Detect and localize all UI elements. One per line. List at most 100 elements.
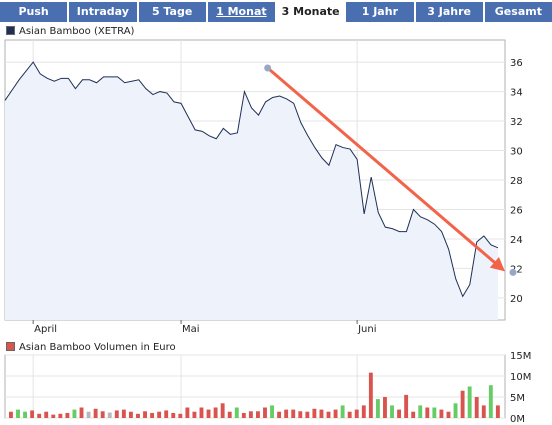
volume-bar <box>340 405 345 418</box>
volume-bar <box>354 409 359 418</box>
trend-end-point <box>509 268 517 276</box>
volume-bar <box>383 397 387 418</box>
price-y-tick-label: 24 <box>510 235 523 246</box>
trend-start-point <box>264 64 272 72</box>
volume-bar <box>270 405 274 418</box>
volume-bar <box>192 411 197 418</box>
volume-legend-label: Asian Bamboo Volumen in Euro <box>19 342 176 353</box>
price-y-tick-label: 26 <box>510 205 523 216</box>
volume-bar <box>361 405 366 418</box>
price-series-line <box>4 61 499 298</box>
volume-bar <box>305 411 310 418</box>
volume-bar <box>171 412 176 418</box>
volume-bar <box>58 413 63 418</box>
volume-bar <box>298 411 303 418</box>
volume-plot-area <box>4 354 506 419</box>
price-y-tick-label: 32 <box>510 117 523 128</box>
volume-legend: Asian Bamboo Volumen in Euro <box>6 341 176 355</box>
volume-bar <box>467 386 472 418</box>
volume-bar <box>411 411 416 418</box>
volume-bar <box>128 411 133 418</box>
price-y-tick-label: 20 <box>510 294 523 305</box>
tab-1-jahr[interactable]: 1 Jahr <box>346 2 414 22</box>
volume-bar <box>220 403 225 418</box>
price-y-tick-label: 30 <box>510 147 523 158</box>
volume-bar <box>234 407 239 418</box>
volume-bar <box>79 407 84 418</box>
tab-3-monate[interactable]: 3 Monate <box>277 2 345 22</box>
volume-bar <box>291 409 296 418</box>
volume-bar <box>199 407 204 418</box>
volume-bar <box>263 407 267 418</box>
volume-bar <box>136 413 140 418</box>
volume-bar <box>312 408 317 418</box>
volume-bar <box>185 407 190 418</box>
volume-bar <box>368 372 373 418</box>
price-y-tick-label: 34 <box>510 88 523 99</box>
volume-bar <box>206 409 211 418</box>
tab-push[interactable]: Push <box>0 2 68 22</box>
volume-bar <box>157 411 162 418</box>
volume-bar <box>277 411 282 418</box>
volume-bar <box>241 412 246 418</box>
price-x-tick-label: Juni <box>357 324 376 335</box>
volume-bar <box>178 413 183 418</box>
volume-bar <box>164 410 169 418</box>
tab-1-monat[interactable]: 1 Monat <box>207 2 275 22</box>
volume-bar <box>30 410 35 418</box>
volume-bar <box>121 409 126 418</box>
volume-bar <box>333 409 338 418</box>
tab-3-jahre[interactable]: 3 Jahre <box>415 2 483 22</box>
volume-bar <box>474 397 479 418</box>
price-legend: Asian Bamboo (XETRA) <box>6 25 134 39</box>
volume-y-tick-label: 5M <box>510 393 525 404</box>
volume-bar <box>213 407 218 418</box>
price-area-fill <box>5 62 498 321</box>
volume-bar <box>107 412 112 418</box>
volume-bar <box>100 411 105 418</box>
price-legend-swatch <box>6 25 15 35</box>
volume-bar <box>446 411 451 418</box>
volume-bar <box>150 412 155 418</box>
volume-bar <box>375 399 380 418</box>
volume-bar <box>460 390 465 418</box>
price-plot-area <box>4 39 506 321</box>
volume-bar <box>397 409 402 418</box>
volume-bar <box>488 385 493 418</box>
volume-bar <box>432 407 437 418</box>
price-x-tick-label: April <box>34 324 57 335</box>
volume-bar <box>143 411 147 418</box>
volume-bar <box>347 411 352 418</box>
volume-y-tick-label: 10M <box>510 372 531 383</box>
volume-bar <box>65 412 70 418</box>
price-y-tick-label: 28 <box>510 176 523 187</box>
volume-y-tick-label: 15M <box>510 351 531 362</box>
price-legend-label: Asian Bamboo (XETRA) <box>19 26 135 37</box>
volume-y-tick-label: 0M <box>510 414 525 425</box>
volume-legend-swatch <box>6 341 15 351</box>
volume-bar <box>439 409 444 418</box>
price-x-tick-label: Mai <box>182 324 200 335</box>
volume-bar <box>284 409 289 418</box>
volume-bar <box>256 411 260 418</box>
timeframe-tabs: Push Intraday 5 Tage 1 Monat 3 Monate 1 Jahr 3… <box>0 0 552 24</box>
volume-bar <box>9 411 13 418</box>
volume-bar <box>326 411 331 418</box>
price-y-tick-label: 22 <box>510 264 523 275</box>
volume-bar <box>93 408 98 418</box>
volume-bar <box>86 411 91 418</box>
volume-bar <box>114 410 119 418</box>
tab-5-tage[interactable]: 5 Tage <box>138 2 206 22</box>
volume-bar <box>72 409 77 418</box>
volume-bar <box>425 407 430 418</box>
tab-intraday[interactable]: Intraday <box>69 2 137 22</box>
volume-bar <box>495 405 500 418</box>
volume-bar <box>319 409 324 418</box>
price-y-tick-label: 36 <box>510 58 523 69</box>
volume-bar <box>248 411 253 418</box>
tab-gesamt[interactable]: Gesamt <box>484 2 552 22</box>
volume-bar <box>481 405 486 418</box>
volume-bar <box>37 413 42 418</box>
trend-arrow-line <box>266 66 496 264</box>
